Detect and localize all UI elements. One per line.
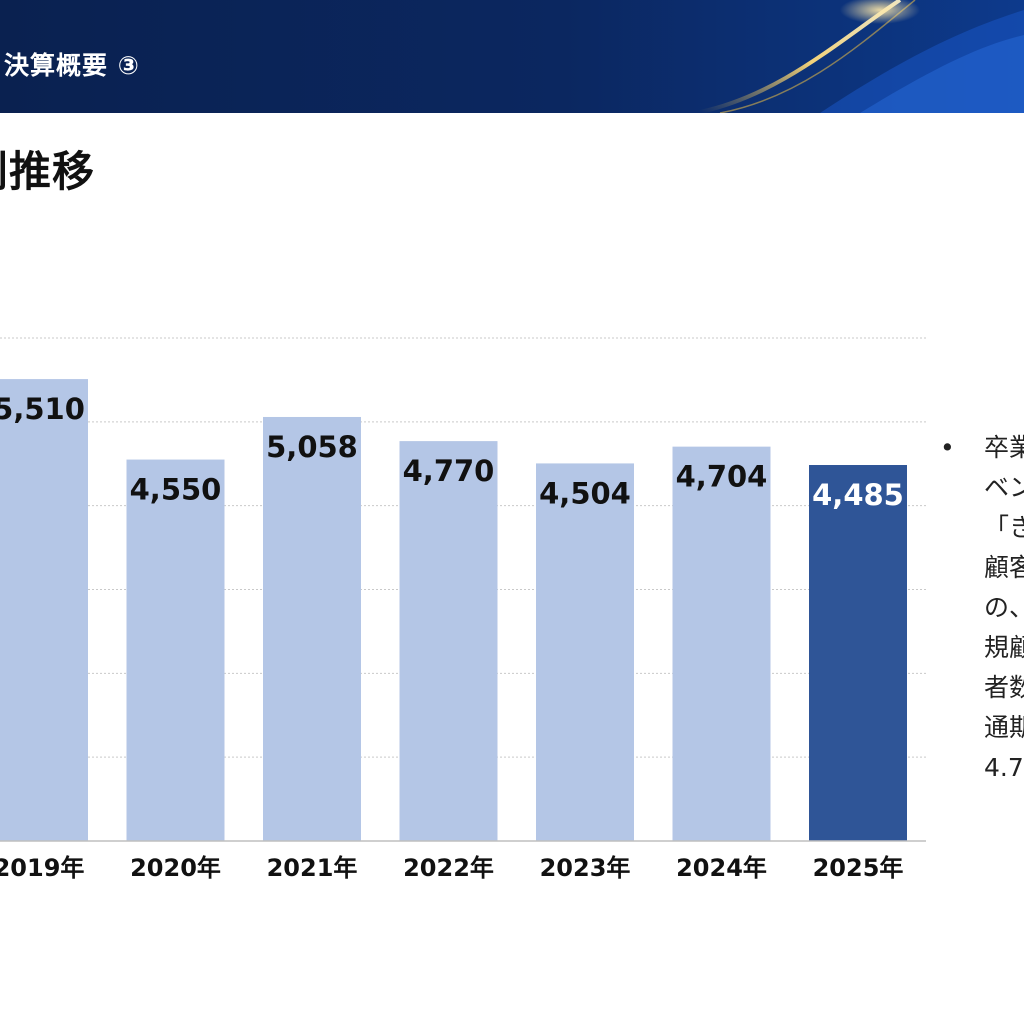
- bar-2023年: [536, 463, 634, 841]
- side-note-line: 者数: [984, 673, 1024, 702]
- x-tick-label: 2024年: [676, 854, 767, 882]
- bar-value-label: 4,550: [130, 473, 222, 507]
- x-tick-label: 2022年: [403, 854, 494, 882]
- x-tick-label: 2020年: [130, 854, 221, 882]
- header-title: 決算概要 ③: [4, 51, 140, 80]
- x-tick-label: 2025年: [813, 854, 904, 882]
- bar-value-label: 5,510: [0, 392, 85, 426]
- bar-2019年: [0, 379, 88, 841]
- x-tick-label: 2023年: [540, 854, 631, 882]
- side-note-line: 通期: [984, 713, 1024, 742]
- header-band: 決算概要 ③: [0, 0, 1024, 113]
- bar-value-label: 4,704: [676, 460, 768, 494]
- side-note-line: ベン: [984, 473, 1024, 502]
- bar-2022年: [399, 441, 498, 841]
- x-tick-label: 2021年: [267, 854, 358, 882]
- bar-labels: 5,510 4,550 5,058 4,770 4,504 4,704 4,485: [0, 392, 904, 512]
- x-axis-tick-labels: 2019年 2020年 2021年 2022年 2023年 2024年 2025年: [0, 854, 903, 882]
- x-tick-label: 2019年: [0, 854, 84, 882]
- side-note-line: の、: [984, 593, 1024, 622]
- bar-value-label: 4,504: [539, 476, 631, 510]
- side-note-line: 4.7: [984, 753, 1024, 782]
- bars: [0, 379, 907, 841]
- side-note-line: 「き: [984, 513, 1024, 542]
- bar-value-label: 4,485: [812, 478, 904, 512]
- bar-2025年: [809, 465, 907, 841]
- side-note-line: 顧客: [984, 553, 1024, 582]
- bar-value-label: 4,770: [403, 454, 495, 488]
- bar-2020年: [126, 459, 225, 841]
- side-note-line: 卒業: [984, 433, 1024, 462]
- page-title: 別推移: [0, 147, 96, 196]
- bar-2021年: [263, 416, 361, 841]
- bar-value-label: 5,058: [266, 430, 358, 464]
- bar-2024年: [672, 446, 771, 841]
- header-background: [0, 0, 1024, 113]
- bullet-marker: •: [940, 433, 955, 462]
- side-note-line: 規顧: [984, 633, 1024, 662]
